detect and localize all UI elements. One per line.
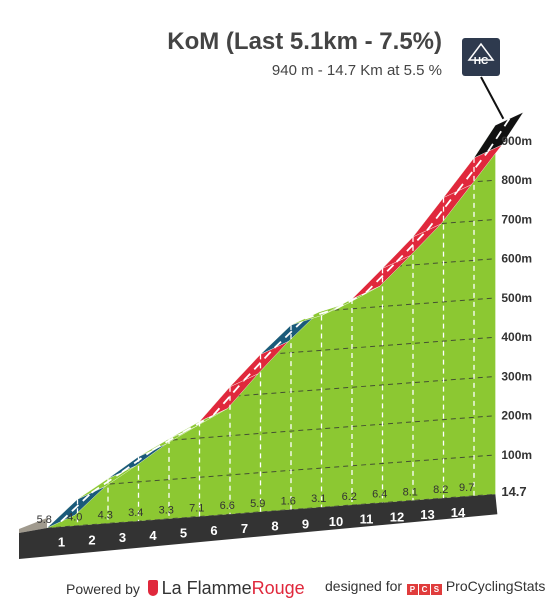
segment-centre-line (304, 308, 336, 320)
flame-icon (147, 580, 158, 596)
km-label: 4 (149, 528, 157, 543)
elevation-gridline (47, 493, 496, 529)
km-label: 5 (180, 526, 187, 541)
elevation-tick-label: 200m (501, 409, 532, 423)
segment-centre-line (60, 492, 93, 523)
gradient-label: 3.1 (311, 493, 326, 505)
elevation-gridline (47, 179, 496, 215)
gradient-label: 6.4 (372, 489, 387, 501)
km-label: 7 (241, 521, 248, 536)
km-label: 12 (390, 509, 404, 524)
elevation-gridline (47, 140, 496, 176)
segment-centre-line (487, 118, 511, 152)
km-label: 1 (58, 535, 65, 550)
brand-la-flamme: La Flamme (161, 578, 252, 598)
gradient-label: 1.6 (281, 495, 296, 507)
elevation-gridline (47, 454, 496, 490)
elevation-tick-label: 600m (501, 252, 532, 266)
segment-centre-line (426, 190, 459, 231)
badge-leader-line (480, 76, 505, 120)
segment-centre-line (121, 449, 154, 473)
segment-centre-line (273, 317, 306, 349)
pcs-name: ProCyclingStats (445, 578, 546, 594)
km-label: 2 (88, 532, 95, 547)
designed-for-label: designed for (325, 578, 403, 594)
elevation-tick-label: 700m (501, 212, 532, 226)
km-label: 9 (302, 516, 309, 531)
elevation-tick-label: 800m (501, 173, 532, 187)
gradient-label: 5.8 (37, 514, 52, 526)
segment-centre-line (365, 261, 398, 294)
segment-centre-line (212, 379, 245, 416)
gradient-label: 7.1 (189, 502, 204, 514)
powered-by: Powered by La FlammeRouge (66, 578, 305, 599)
gradient-label: 8.2 (433, 484, 448, 496)
gradient-label: 8.1 (403, 486, 418, 498)
gradient-label: 5.9 (250, 498, 265, 510)
elevation-tick-label: 100m (501, 448, 532, 462)
segment-centre-line (90, 471, 123, 494)
gradient-label: 3.4 (128, 507, 143, 519)
chart-title: KoM (Last 5.1km - 7.5%) (167, 28, 442, 55)
gradient-label: 6.6 (220, 500, 235, 512)
km-label: 10 (329, 514, 343, 529)
km-label: 3 (119, 530, 126, 545)
km-label: 6 (210, 523, 217, 538)
chart-subtitle: 940 m - 14.7 Km at 5.5 % (271, 62, 442, 79)
profile-front-face (47, 125, 496, 529)
gradient-label: 9.7 (459, 482, 474, 494)
segment-centre-line (395, 229, 428, 263)
gradient-label: 3.3 (159, 505, 174, 517)
elevation-tick-label: 300m (501, 369, 532, 383)
hc-badge-label: HC (474, 56, 488, 67)
segment-centre-line (335, 291, 367, 310)
gradient-label: 4.3 (98, 509, 113, 521)
mountain-icon (467, 42, 495, 61)
segment-centre-line (456, 150, 489, 192)
km-label: 11 (360, 512, 374, 527)
km-label: 14 (451, 505, 466, 520)
powered-by-label: Powered by (66, 581, 140, 597)
segment-centre-line (152, 431, 184, 451)
elevation-tick-label: 900m (501, 134, 532, 148)
segment-centre-line (182, 414, 214, 434)
gradient-label: 6.2 (342, 491, 357, 503)
gradient-label: 4.0 (67, 512, 82, 524)
km-label: 8 (271, 519, 278, 534)
km-label: 13 (420, 507, 434, 522)
end-distance-label: 14.7 (501, 484, 526, 499)
segment-centre-line (243, 347, 276, 381)
hc-badge (462, 38, 500, 76)
elevation-tick-label: 400m (501, 330, 532, 344)
elevation-tick-label: 500m (501, 291, 532, 305)
profile-base-strip (19, 494, 498, 559)
brand-rouge: Rouge (251, 578, 305, 598)
